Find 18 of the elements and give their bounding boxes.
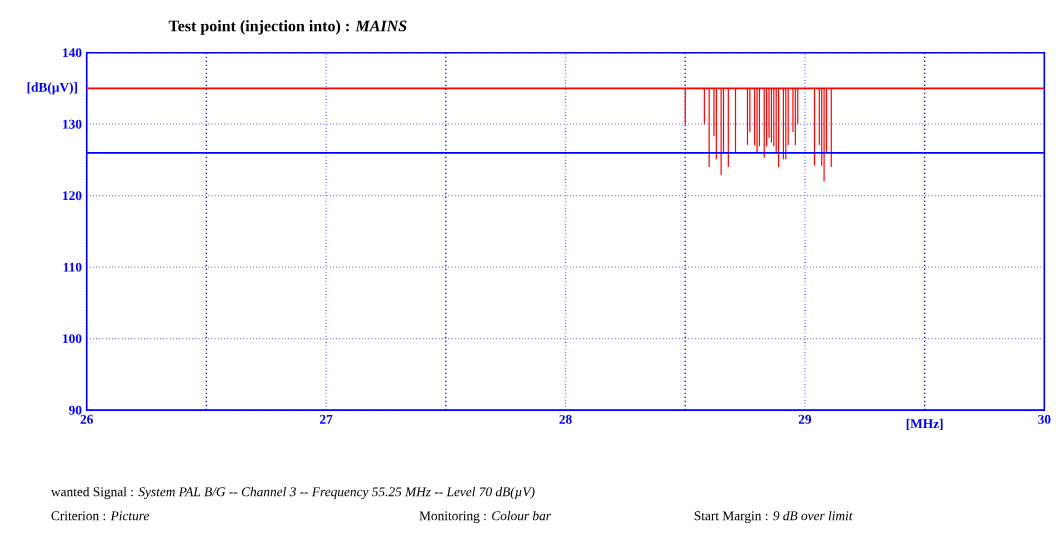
- x-axis-title: [MHz]: [906, 418, 943, 430]
- x-tick-label: 27: [320, 414, 333, 424]
- x-tick-label: 28: [559, 414, 572, 424]
- x-tick-label: 26: [80, 414, 93, 424]
- y-tick-label: 110: [63, 262, 82, 272]
- text: Start Margin : 9 dB over limit: [694, 510, 853, 523]
- y-axis-title: [dB(µV)]: [27, 82, 77, 95]
- y-tick-label: 100: [63, 334, 82, 344]
- x-tick-label: 29: [798, 414, 812, 424]
- text: Criterion : Picture: [51, 511, 150, 521]
- x-tick-label: 30: [1038, 414, 1051, 424]
- text: wanted Signal : System PAL B/G -- Channel 3 -- Frequency 55.25 MHz -- Level 70 dB(µV): [50, 486, 535, 499]
- y-tick-label: 120: [63, 191, 82, 201]
- chart-title: Test point (injection into) : MAINS: [168, 20, 407, 35]
- y-tick-label: 90: [69, 405, 82, 415]
- text: Monitoring : Colour bar: [419, 510, 552, 523]
- y-tick-label: 130: [63, 119, 82, 129]
- y-tick-label: 140: [63, 48, 82, 58]
